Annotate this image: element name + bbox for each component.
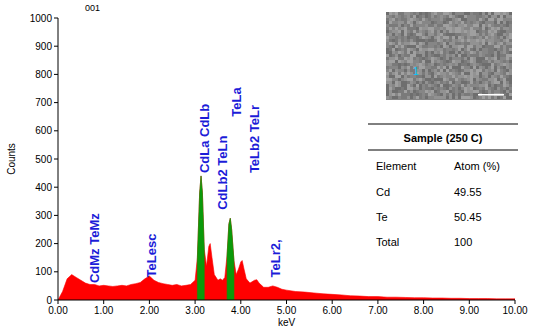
- y-tick: [54, 102, 58, 103]
- x-tick: [195, 300, 196, 304]
- peak-label: TeLesc: [144, 234, 159, 278]
- y-tick: [54, 46, 58, 47]
- x-tick-label: 4.00: [231, 305, 251, 316]
- y-tick: [54, 187, 58, 188]
- table-cell: 49.55: [454, 186, 482, 198]
- y-tick: [54, 215, 58, 216]
- y-tick: [54, 74, 58, 75]
- y-tick-label: 200: [35, 238, 52, 249]
- table-cell: 50.45: [454, 211, 482, 223]
- y-tick-label: 100: [35, 266, 52, 277]
- y-tick: [54, 18, 58, 19]
- peak-label: TeLa: [229, 87, 244, 117]
- x-tick-label: 8.00: [414, 305, 434, 316]
- x-tick: [515, 300, 516, 304]
- table-header: Atom (%): [454, 160, 500, 172]
- y-tick: [54, 159, 58, 160]
- y-tick-label: 500: [35, 154, 52, 165]
- sem-image: [386, 12, 512, 100]
- y-tick-label: 600: [35, 125, 52, 136]
- spectrum-area: [197, 176, 204, 300]
- x-tick: [240, 300, 241, 304]
- sem-texture: [386, 12, 512, 99]
- x-tick: [332, 300, 333, 304]
- y-tick-label: 1000: [30, 13, 53, 24]
- x-tick-label: 0.00: [48, 305, 68, 316]
- sem-texture: [386, 12, 512, 99]
- y-tick-label: 800: [35, 69, 52, 80]
- peak-label: CdLb2 TeLn: [215, 136, 230, 210]
- x-tick: [286, 300, 287, 304]
- peak-label: CdLa CdLb: [197, 104, 212, 173]
- table-cell: 100: [454, 236, 472, 248]
- x-tick-label: 2.00: [140, 305, 160, 316]
- table-rule: [368, 150, 518, 151]
- x-tick: [423, 300, 424, 304]
- y-tick-label: 900: [35, 41, 52, 52]
- y-tick: [54, 243, 58, 244]
- y-tick-label: 0: [46, 295, 52, 306]
- table-rule: [368, 124, 518, 125]
- table-cell: Te: [376, 211, 388, 223]
- x-axis-title: keV: [278, 317, 296, 328]
- x-tick: [103, 300, 104, 304]
- title: 001: [85, 3, 100, 13]
- spectrum-area: [227, 218, 234, 300]
- sem-texture: [386, 12, 512, 99]
- x-tick-label: 9.00: [460, 305, 480, 316]
- y-tick-label: 700: [35, 97, 52, 108]
- x-tick-label: 3.00: [185, 305, 205, 316]
- y-tick: [54, 271, 58, 272]
- x-tick-label: 6.00: [322, 305, 342, 316]
- peak-label: TeLb2 TeLr: [247, 105, 262, 173]
- sem-texture: [386, 12, 512, 99]
- sem-scale-bar: [478, 94, 504, 96]
- chart: 0 100 200 300 400 500 600 700 800 900 1000 0.00 1.00…: [0, 0, 536, 331]
- sem-background: [386, 12, 512, 100]
- table-background: [366, 118, 520, 260]
- x-tick-label: 5.00: [277, 305, 297, 316]
- x-tick-label: 10.00: [502, 305, 527, 316]
- x-tick: [58, 300, 59, 304]
- table-cell: Total: [376, 236, 399, 248]
- y-tick-label: 400: [35, 182, 52, 193]
- table-title: Sample (250 C): [404, 132, 483, 144]
- table-header: Element: [376, 160, 416, 172]
- x-tick: [377, 300, 378, 304]
- sem-marker: 1: [413, 66, 419, 77]
- x-tick: [469, 300, 470, 304]
- table-cell: Cd: [376, 186, 390, 198]
- x-tick-label: 7.00: [368, 305, 388, 316]
- y-tick-label: 300: [35, 210, 52, 221]
- x-tick-label: 1.00: [94, 305, 114, 316]
- x-tick: [149, 300, 150, 304]
- peak-label: TeLr2,: [268, 239, 283, 277]
- y-tick: [54, 300, 58, 301]
- sem-texture: [386, 12, 512, 99]
- peak-label: CdMz TeMz: [87, 213, 102, 283]
- y-tick: [54, 130, 58, 131]
- y-axis-title: Counts: [6, 143, 17, 175]
